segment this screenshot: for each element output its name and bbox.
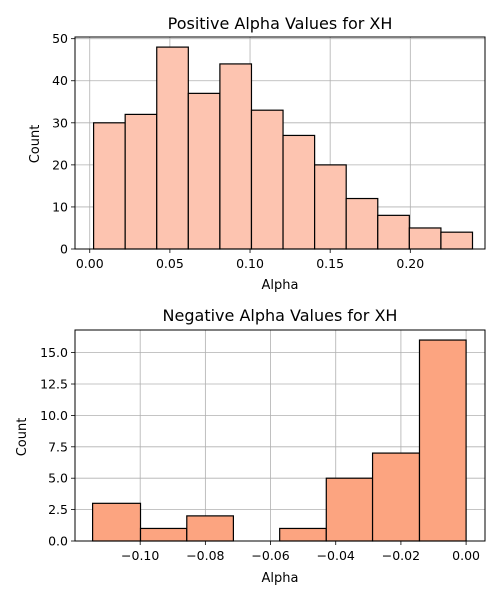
- histogram-bar: [156, 46, 189, 250]
- y-tick-label: 5.0: [48, 471, 68, 486]
- histogram-bar: [279, 527, 327, 542]
- y-tick-label: 10.0: [40, 408, 68, 423]
- plot-frame: [74, 36, 486, 250]
- histogram-bar: [250, 109, 284, 250]
- histogram-bar: [408, 227, 442, 250]
- chart-positive-alpha: Positive Alpha Values for XH Alpha Count…: [28, 14, 486, 293]
- x-tick-label: −0.06: [251, 548, 289, 563]
- histogram-bar: [92, 122, 126, 250]
- x-tick-label: 0.05: [156, 256, 184, 271]
- histogram-bar: [440, 231, 474, 250]
- y-tick-label: 2.5: [48, 502, 68, 517]
- y-tick-label: 12.5: [40, 377, 68, 392]
- histogram-bar: [282, 134, 316, 250]
- histogram-bar: [325, 477, 374, 542]
- x-tick-label: 0.00: [76, 256, 104, 271]
- plot-frame: [74, 329, 486, 542]
- histogram-bar: [377, 214, 410, 250]
- y-axis-label: Count: [28, 125, 43, 164]
- histogram-bar: [139, 527, 188, 542]
- histogram-bar: [124, 113, 158, 250]
- histogram-bar: [91, 502, 142, 542]
- histogram-bar: [418, 339, 467, 542]
- x-tick-label: −0.10: [121, 548, 159, 563]
- y-tick-label: 15.0: [40, 345, 68, 360]
- x-axis-label: Alpha: [262, 571, 299, 586]
- histogram-bar: [314, 164, 347, 250]
- chart-title: Negative Alpha Values for XH: [163, 306, 398, 325]
- histogram-bar: [186, 515, 234, 542]
- histogram-bar: [371, 452, 421, 542]
- y-tick-label: 20: [52, 157, 68, 172]
- chart-negative-alpha: Negative Alpha Values for XH Alpha Count…: [15, 306, 486, 586]
- histogram-bar: [187, 92, 221, 250]
- x-tick-label: −0.08: [186, 548, 224, 563]
- y-tick-label: 0: [60, 242, 68, 257]
- y-tick-label: 30: [52, 115, 68, 130]
- x-tick-label: 0.20: [396, 256, 424, 271]
- y-axis-label: Count: [15, 418, 30, 457]
- x-tick-label: −0.04: [317, 548, 355, 563]
- x-tick-label: 0.10: [236, 256, 264, 271]
- y-tick-label: 0.0: [48, 534, 68, 549]
- chart-title: Positive Alpha Values for XH: [168, 14, 393, 33]
- x-tick-label: −0.02: [382, 548, 420, 563]
- y-tick-label: 50: [52, 31, 68, 46]
- y-tick-label: 10: [52, 199, 68, 214]
- histogram-bar: [345, 197, 379, 250]
- y-tick-label: 40: [52, 73, 68, 88]
- x-tick-label: 0.00: [452, 548, 480, 563]
- histogram-bar: [219, 63, 253, 250]
- x-axis-label: Alpha: [262, 278, 299, 293]
- y-tick-label: 7.5: [48, 439, 68, 454]
- x-tick-label: 0.15: [316, 256, 344, 271]
